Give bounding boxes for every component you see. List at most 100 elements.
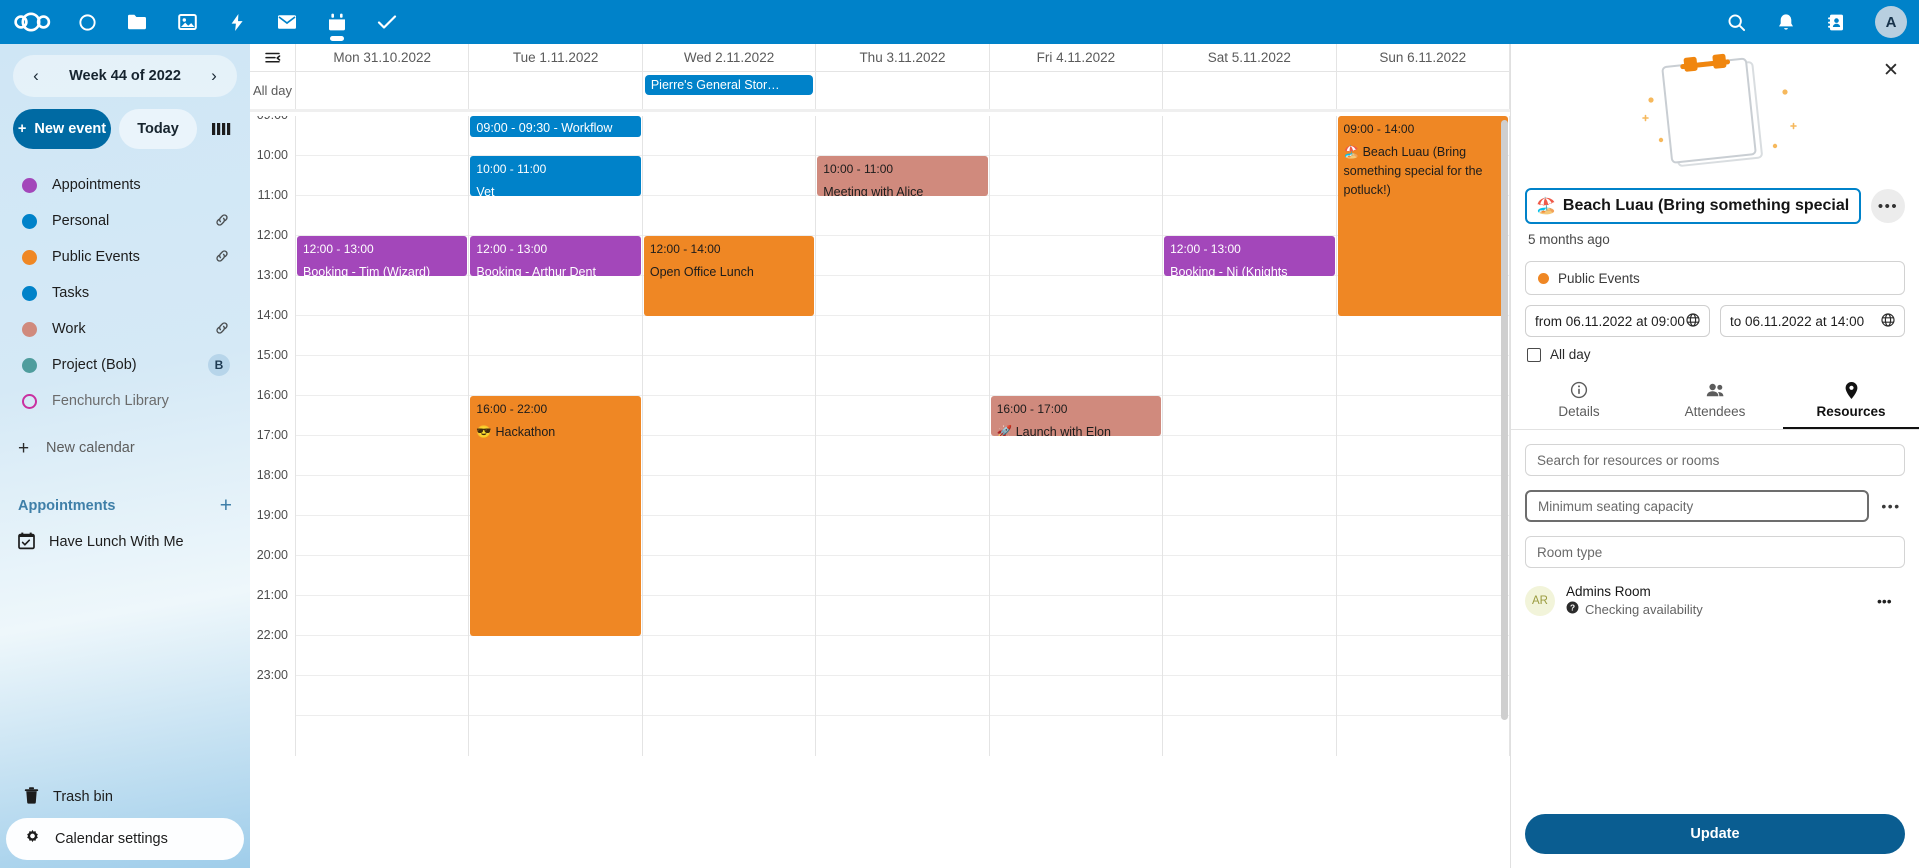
day-column-sun[interactable]: 09:00 - 14:00 🏖️ Beach Luau (Bring somet… — [1336, 116, 1510, 756]
all-day-cell-wed[interactable]: Pierre's General Stor… — [643, 72, 817, 109]
event-title-input[interactable]: 🏖️ Beach Luau (Bring something special f… — [1525, 188, 1861, 224]
event-vet[interactable]: 10:00 - 11:00 Vet — [470, 156, 641, 196]
event-start-date-input[interactable]: from 06.11.2022 at 09:00 — [1525, 305, 1710, 337]
day-column-fri[interactable]: 16:00 - 17:00 🚀 Launch with Elon — [989, 116, 1164, 756]
room-type-input[interactable]: Room type — [1525, 536, 1905, 568]
tasks-icon[interactable] — [362, 0, 412, 44]
next-week-button[interactable]: › — [211, 66, 217, 85]
share-link-icon[interactable] — [214, 320, 230, 339]
event-open-office-lunch[interactable]: 12:00 - 14:00 Open Office Lunch — [643, 236, 815, 316]
checkbox-box[interactable] — [1527, 347, 1541, 362]
update-button[interactable]: Update — [1525, 814, 1905, 854]
prev-week-button[interactable]: ‹ — [33, 66, 39, 85]
view-mode-icon[interactable] — [205, 111, 237, 147]
day-column-sat[interactable]: 12:00 - 13:00 Booking - Ni (Knights — [1163, 116, 1337, 756]
event-booking-tim-wizard[interactable]: 12:00 - 13:00 Booking - Tim (Wizard) — [297, 236, 468, 276]
event-launch-with-elon[interactable]: 16:00 - 17:00 🚀 Launch with Elon — [990, 396, 1162, 436]
calendar-icon[interactable] — [312, 0, 362, 44]
appointment-item-have-lunch-with-me[interactable]: Have Lunch With Me — [0, 522, 250, 562]
calendar-item-work[interactable]: Work — [6, 311, 244, 347]
event-title-value: Beach Luau (Bring something special for — [1562, 197, 1850, 214]
day-header-tue[interactable]: Tue 1.11.2022 — [469, 44, 643, 71]
all-day-cell-tue[interactable] — [469, 72, 643, 109]
share-link-icon[interactable] — [214, 248, 230, 267]
resource-filter-more-button[interactable]: ••• — [1881, 498, 1901, 514]
resource-item-more-button[interactable]: ••• — [1877, 592, 1892, 609]
all-day-cell-mon[interactable] — [296, 72, 470, 109]
mail-icon[interactable] — [262, 0, 312, 44]
tab-attendees[interactable]: Attendees — [1647, 374, 1783, 429]
all-day-cell-thu[interactable] — [816, 72, 990, 109]
event-booking-ni-knights[interactable]: 12:00 - 13:00 Booking - Ni (Knights — [1164, 236, 1335, 276]
info-icon — [1511, 381, 1647, 401]
event-time: 10:00 - 11:00 — [823, 162, 894, 176]
room-type-placeholder: Room type — [1537, 544, 1603, 560]
day-header-mon[interactable]: Mon 31.10.2022 — [296, 44, 470, 71]
tab-details[interactable]: Details — [1511, 374, 1647, 429]
event-workflow[interactable]: 09:00 - 09:30 - Workflow — [470, 116, 641, 137]
day-column-thu[interactable]: 10:00 - 11:00 Meeting with Alice — [816, 116, 990, 756]
contacts-icon[interactable] — [1811, 0, 1861, 44]
resource-list-item-admins-room[interactable]: AR Admins Room ? Checking availability •… — [1525, 584, 1905, 617]
event-meeting-with-alice[interactable]: 10:00 - 11:00 Meeting with Alice — [817, 156, 988, 196]
day-header-wed[interactable]: Wed 2.11.2022 — [643, 44, 817, 71]
collapse-list-icon[interactable] — [250, 44, 296, 71]
day-column-mon[interactable]: 12:00 - 13:00 Booking - Tim (Wizard) — [296, 116, 470, 756]
photos-icon[interactable] — [162, 0, 212, 44]
event-title: Vet — [476, 184, 495, 196]
close-icon[interactable]: ✕ — [1883, 59, 1899, 81]
avatar[interactable]: A — [1875, 6, 1907, 38]
calendar-item-personal[interactable]: Personal — [6, 203, 244, 239]
trash-bin-button[interactable]: Trash bin — [6, 776, 244, 818]
time-label: 16:00 — [256, 388, 288, 402]
time-label: 11:00 — [257, 188, 288, 202]
all-day-cell-fri[interactable] — [990, 72, 1164, 109]
globe-icon[interactable] — [1881, 312, 1895, 330]
event-more-actions-button[interactable]: ••• — [1871, 189, 1905, 223]
day-header-sun[interactable]: Sun 6.11.2022 — [1337, 44, 1510, 71]
calendar-item-project-bob[interactable]: Project (Bob) B — [6, 347, 244, 383]
event-hackathon[interactable]: 16:00 - 22:00 😎 Hackathon — [470, 396, 641, 636]
day-header-thu[interactable]: Thu 3.11.2022 — [816, 44, 990, 71]
seating-capacity-row: Minimum seating capacity ••• — [1511, 476, 1919, 522]
dashboard-icon[interactable] — [62, 0, 112, 44]
today-button[interactable]: Today — [119, 109, 197, 149]
scrollbar-thumb[interactable] — [1501, 120, 1508, 720]
share-link-icon[interactable] — [214, 212, 230, 231]
calendar-settings-button[interactable]: Calendar settings — [6, 818, 244, 860]
nextcloud-logo[interactable] — [0, 0, 62, 44]
calendar-item-tasks[interactable]: Tasks — [6, 275, 244, 311]
calendar-item-fenchurch-library[interactable]: Fenchurch Library — [6, 383, 244, 419]
day-header-sat[interactable]: Sat 5.11.2022 — [1163, 44, 1337, 71]
tab-resources[interactable]: Resources — [1783, 374, 1919, 429]
day-header-fri[interactable]: Fri 4.11.2022 — [990, 44, 1164, 71]
event-calendar-selector[interactable]: Public Events — [1525, 261, 1905, 295]
all-day-checkbox[interactable]: All day — [1527, 347, 1905, 362]
day-column-tue[interactable]: 09:00 - 09:30 - Workflow 10:00 - 11:00 V… — [469, 116, 643, 756]
plus-icon: + — [17, 437, 30, 459]
new-event-button[interactable]: + New event — [13, 109, 111, 149]
all-day-cell-sat[interactable] — [1163, 72, 1337, 109]
event-booking-arthur-dent[interactable]: 12:00 - 13:00 Booking - Arthur Dent — [470, 236, 641, 276]
calendar-color-dot — [22, 357, 37, 373]
event-title: 🏖️ Beach Luau (Bring something special f… — [1343, 144, 1483, 198]
add-appointment-button[interactable]: + — [219, 494, 232, 517]
calendar-item-appointments[interactable]: Appointments — [6, 167, 244, 203]
new-calendar-button[interactable]: + New calendar — [0, 429, 250, 467]
activity-icon[interactable] — [212, 0, 262, 44]
calendar-vertical-scrollbar[interactable] — [1501, 120, 1508, 860]
notifications-icon[interactable] — [1761, 0, 1811, 44]
calendar-scroll-area[interactable]: 09:00 10:00 11:00 12:00 13:00 14:00 15:0… — [250, 116, 1510, 868]
event-beach-luau[interactable]: 09:00 - 14:00 🏖️ Beach Luau (Bring somet… — [1337, 116, 1508, 316]
all-day-event-pierres-general-store[interactable]: Pierre's General Stor… — [644, 75, 814, 95]
all-day-cell-sun[interactable] — [1337, 72, 1510, 109]
event-end-date-input[interactable]: to 06.11.2022 at 14:00 — [1720, 305, 1905, 337]
resource-search-input[interactable]: Search for resources or rooms — [1525, 444, 1905, 476]
day-column-wed[interactable]: 12:00 - 14:00 Open Office Lunch — [642, 116, 817, 756]
globe-icon[interactable] — [1686, 312, 1700, 330]
resource-name: Admins Room — [1566, 584, 1651, 599]
minimum-seating-capacity-input[interactable]: Minimum seating capacity — [1525, 490, 1869, 522]
files-icon[interactable] — [112, 0, 162, 44]
calendar-item-public-events[interactable]: Public Events — [6, 239, 244, 275]
search-icon[interactable] — [1711, 0, 1761, 44]
